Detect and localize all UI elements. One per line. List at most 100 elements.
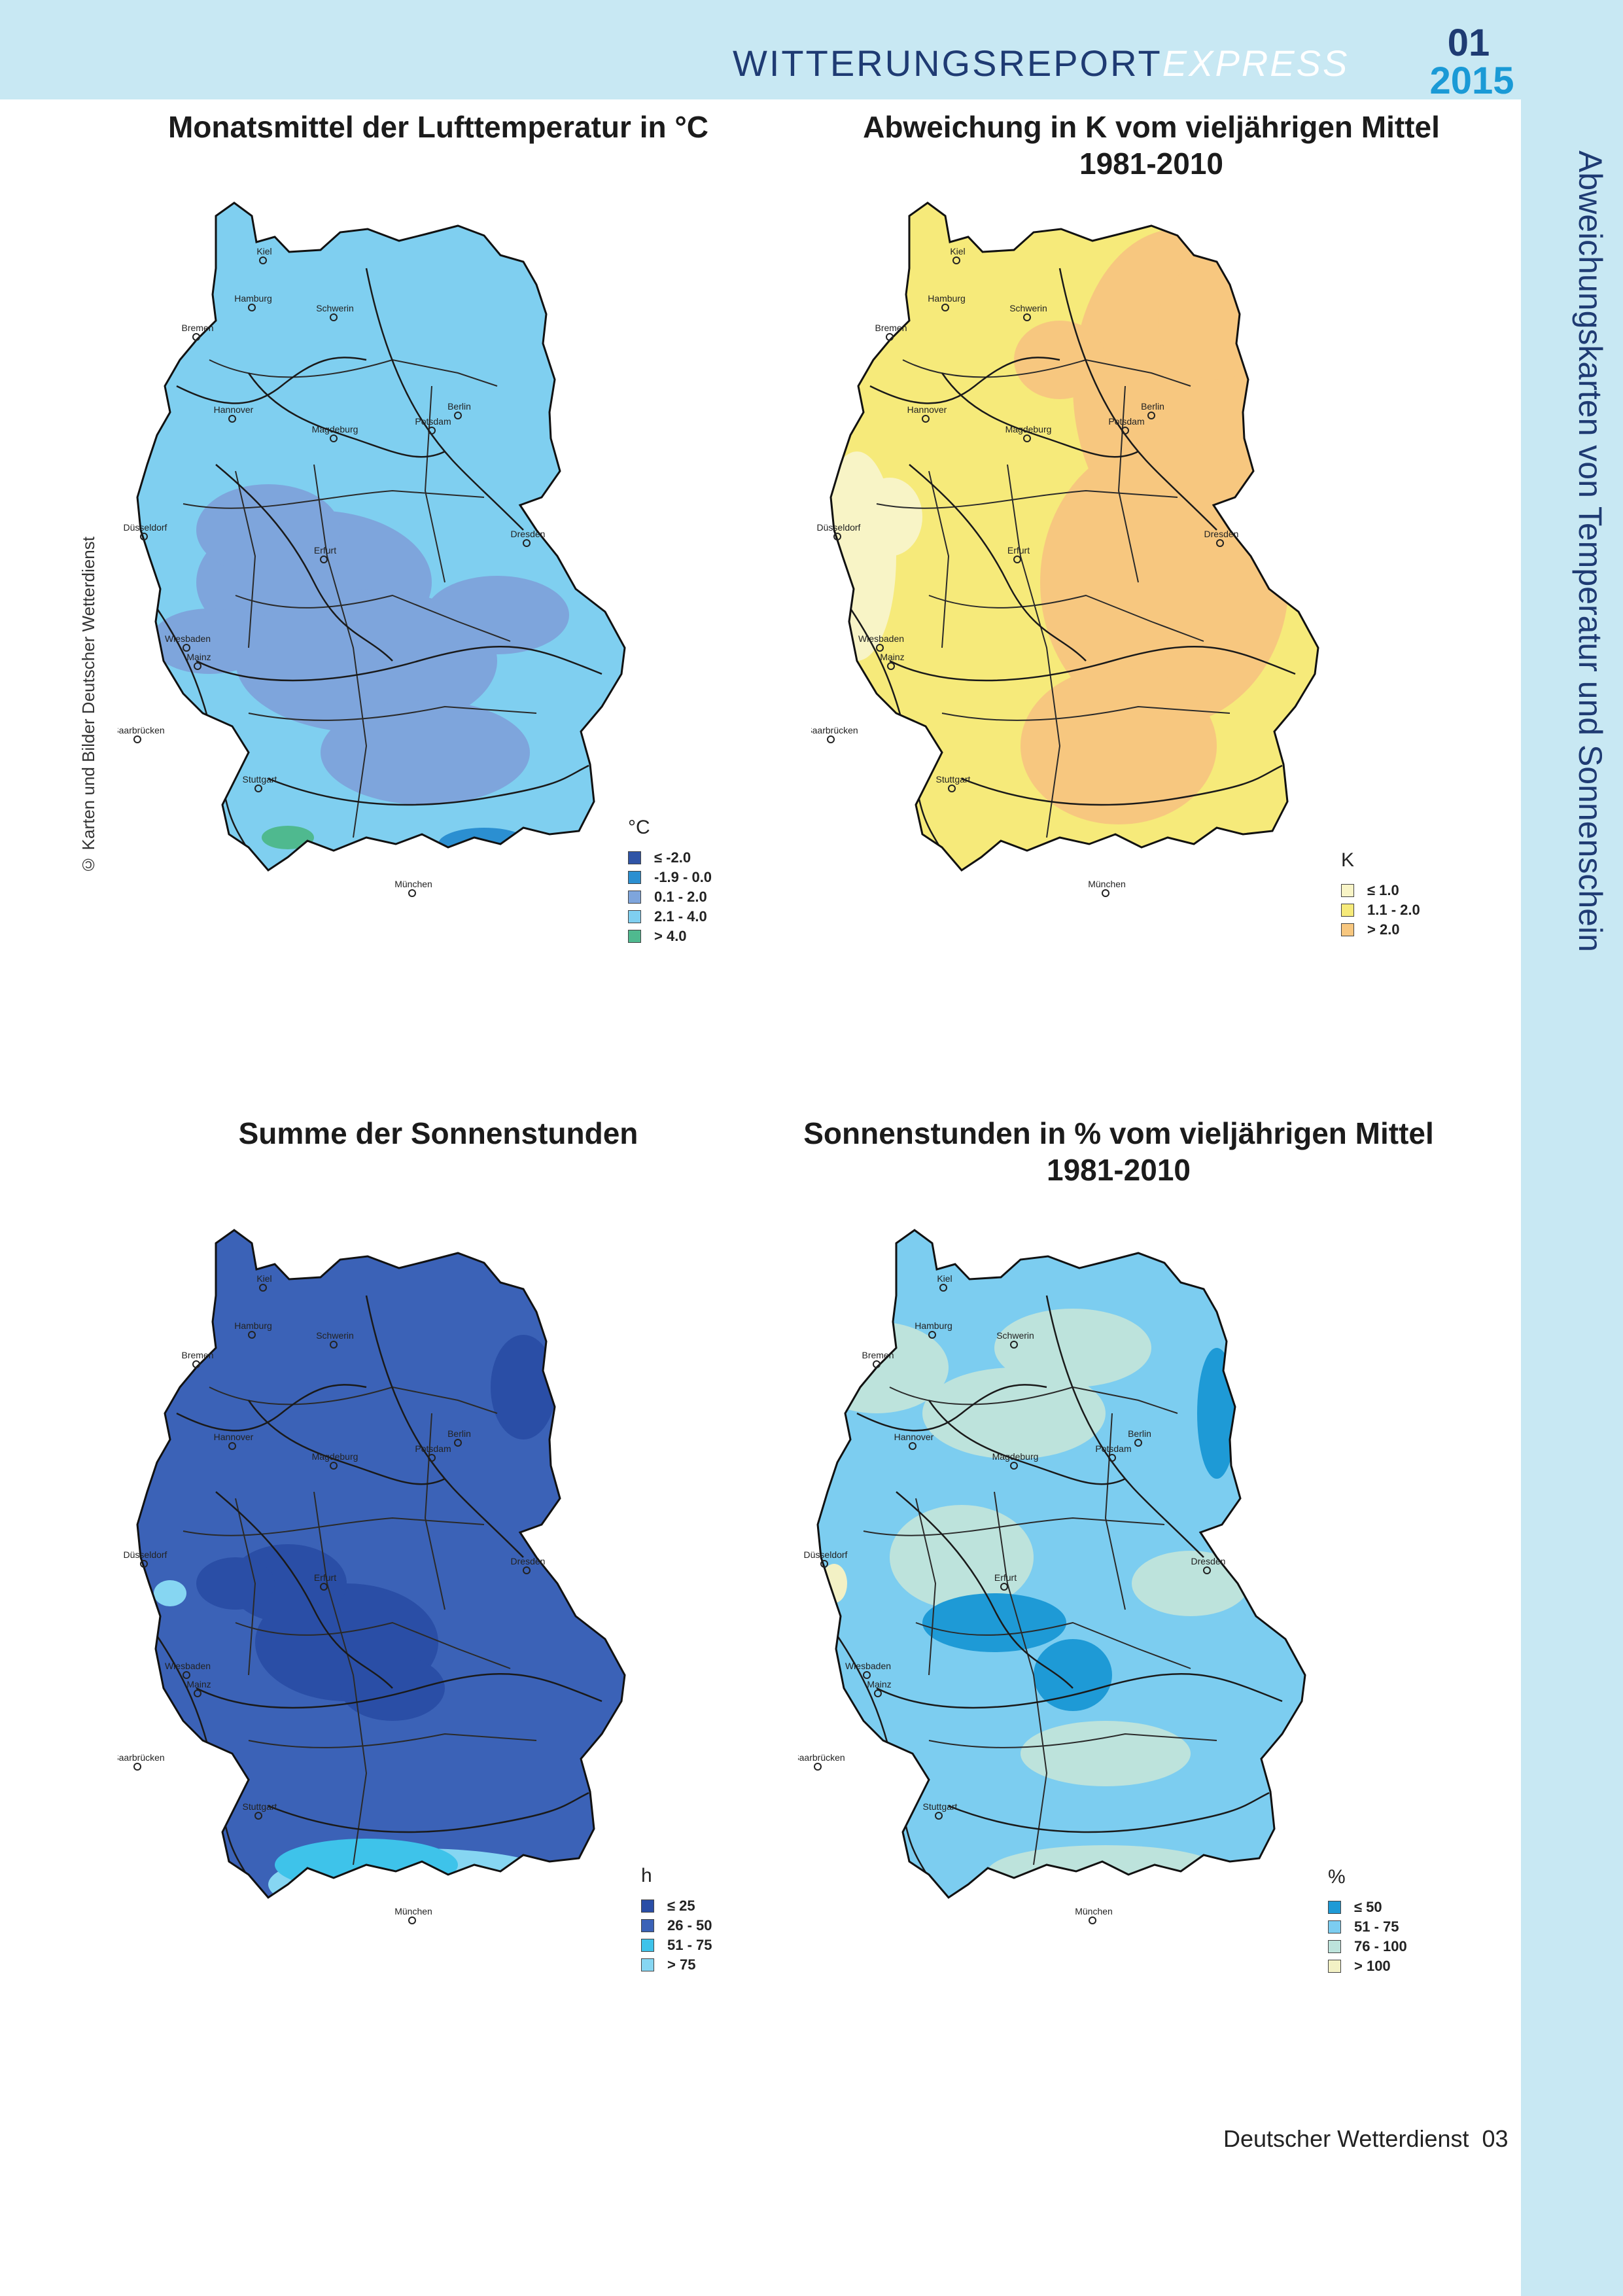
legend-label: ≤ 25 (667, 1898, 695, 1914)
legend-sunshine-percent: % ≤ 50 51 - 75 76 - 100 > 100 (1328, 1866, 1407, 1976)
city-label: Magdeburg (312, 424, 358, 434)
state-border (235, 470, 256, 648)
city-marker (228, 1442, 236, 1450)
state-border (915, 1498, 937, 1676)
city-marker (909, 1442, 916, 1450)
legend-swatch (628, 930, 641, 943)
legend-item: > 75 (641, 1955, 712, 1975)
state-border (183, 1517, 485, 1536)
city-label: Erfurt (994, 1572, 1017, 1583)
shaded-region (1021, 667, 1217, 824)
city-marker (935, 1812, 943, 1820)
state-border (1104, 1413, 1126, 1610)
legend-item: 51 - 75 (1328, 1917, 1407, 1937)
legend-label: > 100 (1354, 1958, 1391, 1974)
legend-swatch (628, 910, 641, 923)
river (247, 372, 445, 458)
country-border (136, 202, 626, 872)
legend-swatch (1328, 1940, 1341, 1953)
city-label: Stuttgart (243, 774, 277, 785)
state-border (209, 1386, 498, 1414)
city-label: Bremen (181, 1350, 213, 1360)
state-border (889, 1386, 1178, 1414)
city-marker (1023, 313, 1031, 321)
legend-swatch (1328, 1901, 1341, 1914)
city-marker (194, 1689, 201, 1697)
shaded-region (1158, 262, 1276, 380)
city-marker (248, 304, 256, 311)
city-marker (454, 1439, 462, 1447)
city-marker (1147, 412, 1155, 419)
river (869, 357, 1060, 404)
city-label: Dresden (511, 1556, 546, 1566)
legend-item: ≤ 25 (641, 1896, 712, 1916)
legend-temperature-anomaly: K ≤ 1.0 1.1 - 2.0 > 2.0 (1341, 849, 1420, 940)
legend-label: -1.9 - 0.0 (654, 869, 712, 885)
country-border (816, 1229, 1306, 1899)
city-label: Düsseldorf (817, 522, 861, 533)
shaded-region (321, 700, 530, 805)
legend-swatch (641, 1958, 654, 1971)
country-border (136, 1229, 626, 1899)
city-marker (183, 644, 190, 652)
legend-label: 1.1 - 2.0 (1367, 902, 1420, 918)
legend-item: ≤ -2.0 (628, 848, 712, 868)
city-marker (863, 1671, 871, 1679)
city-label: Magdeburg (312, 1451, 358, 1462)
state-border (235, 1498, 256, 1676)
city-marker (133, 1763, 141, 1771)
city-marker (1010, 1462, 1018, 1470)
city-label: Dresden (1204, 529, 1239, 539)
city-label: Berlin (1128, 1428, 1151, 1439)
city-label: Düsseldorf (124, 522, 167, 533)
state-border (424, 385, 445, 583)
map-title-temperature-anomaly-line1: Abweichung in K vom vieljährigen Mittel (863, 110, 1440, 144)
shaded-region (1034, 1639, 1112, 1711)
city-marker (330, 1462, 338, 1470)
city-label: Mainz (186, 1679, 211, 1689)
city-label: Mainz (880, 652, 904, 662)
legend-label: > 4.0 (654, 928, 687, 944)
city-label: Hamburg (234, 1320, 272, 1331)
city-label: Berlin (447, 401, 471, 412)
map-sunshine-percent: Kiel Hamburg Schwerin Bremen Berlin Potsdam Ha… (798, 1229, 1306, 1924)
river (961, 764, 1283, 806)
footer: Deutscher Wetterdienst 03 (1223, 2125, 1509, 2153)
city-marker (887, 662, 895, 670)
shaded-region (196, 1557, 275, 1610)
river (941, 372, 1139, 458)
shaded-region (857, 478, 922, 556)
map-title-temperature-anomaly: Abweichung in K vom vieljährigen Mittel … (818, 109, 1485, 182)
city-marker (1108, 1454, 1116, 1462)
city-label: Dresden (1191, 1556, 1226, 1566)
map-title-temperature-anomaly-line2: 1981-2010 (1079, 147, 1223, 181)
state-border (235, 594, 511, 642)
city-label: Düsseldorf (804, 1549, 848, 1560)
river (856, 1384, 1047, 1432)
legend-label: > 75 (667, 1956, 696, 1973)
legend-label: 26 - 50 (667, 1917, 712, 1934)
city-label: Hannover (907, 404, 947, 415)
city-label: Schwerin (316, 1330, 354, 1341)
city-label: Magdeburg (992, 1451, 1039, 1462)
legend-item: 51 - 75 (641, 1935, 712, 1955)
legend-item: ≤ 50 (1328, 1898, 1407, 1917)
city-label: Schwerin (1009, 303, 1047, 313)
legend-item: 26 - 50 (641, 1916, 712, 1935)
map-temperature-anomaly: Kiel Hamburg Schwerin Bremen Berlin Potsdam Ha… (811, 202, 1319, 897)
shaded-region (994, 1309, 1151, 1387)
legend-temperature: °C ≤ -2.0 -1.9 - 0.0 0.1 - 2.0 2.1 - 4.0 > 4.… (628, 817, 712, 946)
river (1058, 268, 1217, 531)
state-border (928, 594, 1204, 642)
shaded-region (425, 576, 569, 654)
city-label: Hamburg (234, 293, 272, 304)
city-label: Bremen (875, 323, 907, 333)
shaded-region (1132, 1551, 1249, 1616)
river (215, 1491, 393, 1689)
city-marker (1121, 427, 1129, 434)
legend-label: 76 - 100 (1354, 1938, 1407, 1954)
river (196, 645, 602, 682)
legend-item: > 4.0 (628, 927, 712, 946)
city-marker (194, 662, 201, 670)
city-label: Dresden (511, 529, 546, 539)
